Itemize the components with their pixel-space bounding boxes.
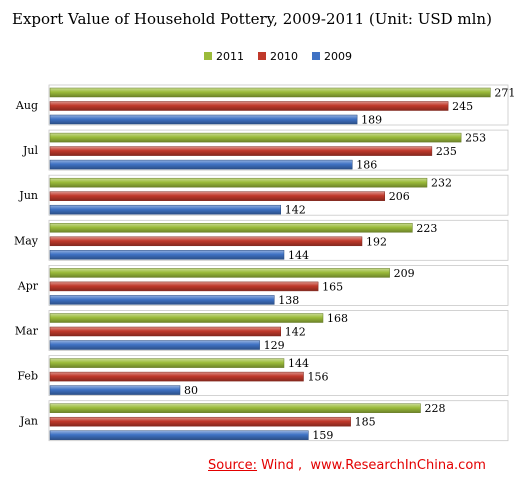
chart-title: Export Value of Household Pottery, 2009-… xyxy=(12,10,492,28)
bar-Feb-2011 xyxy=(49,358,285,368)
value-label-Jan-2011: 228 xyxy=(425,402,446,415)
source-label: Source: xyxy=(208,458,258,473)
value-label-Aug-2009: 189 xyxy=(361,114,382,127)
value-label-Mar-2011: 168 xyxy=(327,312,348,325)
value-labels: 2281851591441568016814212920916513822319… xyxy=(184,87,515,443)
value-label-Mar-2010: 142 xyxy=(285,326,306,339)
value-label-May-2011: 223 xyxy=(416,222,437,235)
bar-Jul-2010 xyxy=(49,146,433,156)
value-label-Jul-2010: 235 xyxy=(436,145,457,158)
value-label-Jan-2010: 185 xyxy=(355,416,376,429)
value-label-Feb-2011: 144 xyxy=(288,357,309,370)
bar-Mar-2009 xyxy=(49,340,260,350)
bar-Apr-2010 xyxy=(49,281,319,292)
bar-Apr-2009 xyxy=(49,295,275,305)
bar-Jan-2010 xyxy=(49,416,351,427)
legend: 2011 2010 2009 xyxy=(204,50,352,63)
bar-Mar-2010 xyxy=(49,326,281,337)
value-label-Jul-2011: 253 xyxy=(465,132,486,145)
value-label-Feb-2010: 156 xyxy=(308,371,329,384)
category-label-Aug: Aug xyxy=(15,99,38,112)
legend-label-2010: 2010 xyxy=(270,50,298,63)
value-label-Apr-2011: 209 xyxy=(394,267,415,280)
value-label-Apr-2010: 165 xyxy=(322,280,343,293)
category-label-Jun: Jun xyxy=(18,189,38,202)
value-label-Apr-2009: 138 xyxy=(278,294,299,307)
category-label-Jan: Jan xyxy=(19,415,38,428)
value-label-Jan-2009: 159 xyxy=(312,429,333,442)
legend-swatch-2009 xyxy=(312,52,320,60)
category-label-May: May xyxy=(14,234,39,247)
value-label-Mar-2009: 129 xyxy=(264,339,285,352)
bar-Jun-2010 xyxy=(49,191,385,201)
bar-Aug-2011 xyxy=(49,87,491,98)
bar-Feb-2009 xyxy=(49,385,181,395)
bar-Jun-2011 xyxy=(49,177,428,188)
value-label-Jun-2009: 142 xyxy=(285,204,306,217)
value-label-Jun-2011: 232 xyxy=(431,177,452,190)
category-labels: Jan Feb Mar Apr May Jun Jul Aug xyxy=(14,99,39,428)
bar-May-2009 xyxy=(49,250,285,260)
source-text: Wind , www.ResearchInChina.com xyxy=(257,458,486,473)
category-label-Jul: Jul xyxy=(22,144,38,157)
bar-Jan-2009 xyxy=(49,430,309,440)
bar-Jul-2011 xyxy=(49,132,462,143)
value-label-Jul-2009: 186 xyxy=(356,159,377,172)
bar-May-2010 xyxy=(49,236,363,247)
category-label-Mar: Mar xyxy=(15,325,39,338)
bar-Mar-2011 xyxy=(49,313,324,323)
category-label-Apr: Apr xyxy=(17,279,39,292)
value-label-Aug-2010: 245 xyxy=(452,100,473,113)
bar-Aug-2010 xyxy=(49,101,449,111)
category-label-Feb: Feb xyxy=(17,370,38,383)
bar-May-2011 xyxy=(49,223,413,233)
value-label-Feb-2009: 80 xyxy=(184,384,198,397)
value-label-May-2009: 144 xyxy=(288,249,309,262)
bar-Jul-2009 xyxy=(49,159,353,170)
legend-swatch-2010 xyxy=(258,52,266,60)
bar-Feb-2010 xyxy=(49,371,304,382)
legend-swatch-2011 xyxy=(204,52,212,60)
bars xyxy=(49,87,491,440)
value-label-Jun-2010: 206 xyxy=(389,190,410,203)
value-label-May-2010: 192 xyxy=(366,235,387,248)
bar-Jan-2011 xyxy=(49,403,421,413)
value-label-Aug-2011: 271 xyxy=(494,87,515,100)
legend-label-2009: 2009 xyxy=(324,50,352,63)
bar-Jun-2009 xyxy=(49,204,281,215)
bar-Apr-2011 xyxy=(49,268,390,278)
legend-label-2011: 2011 xyxy=(216,50,244,63)
bar-Aug-2009 xyxy=(49,114,358,125)
source-note: Source: Wind , www.ResearchInChina.com xyxy=(208,458,528,473)
